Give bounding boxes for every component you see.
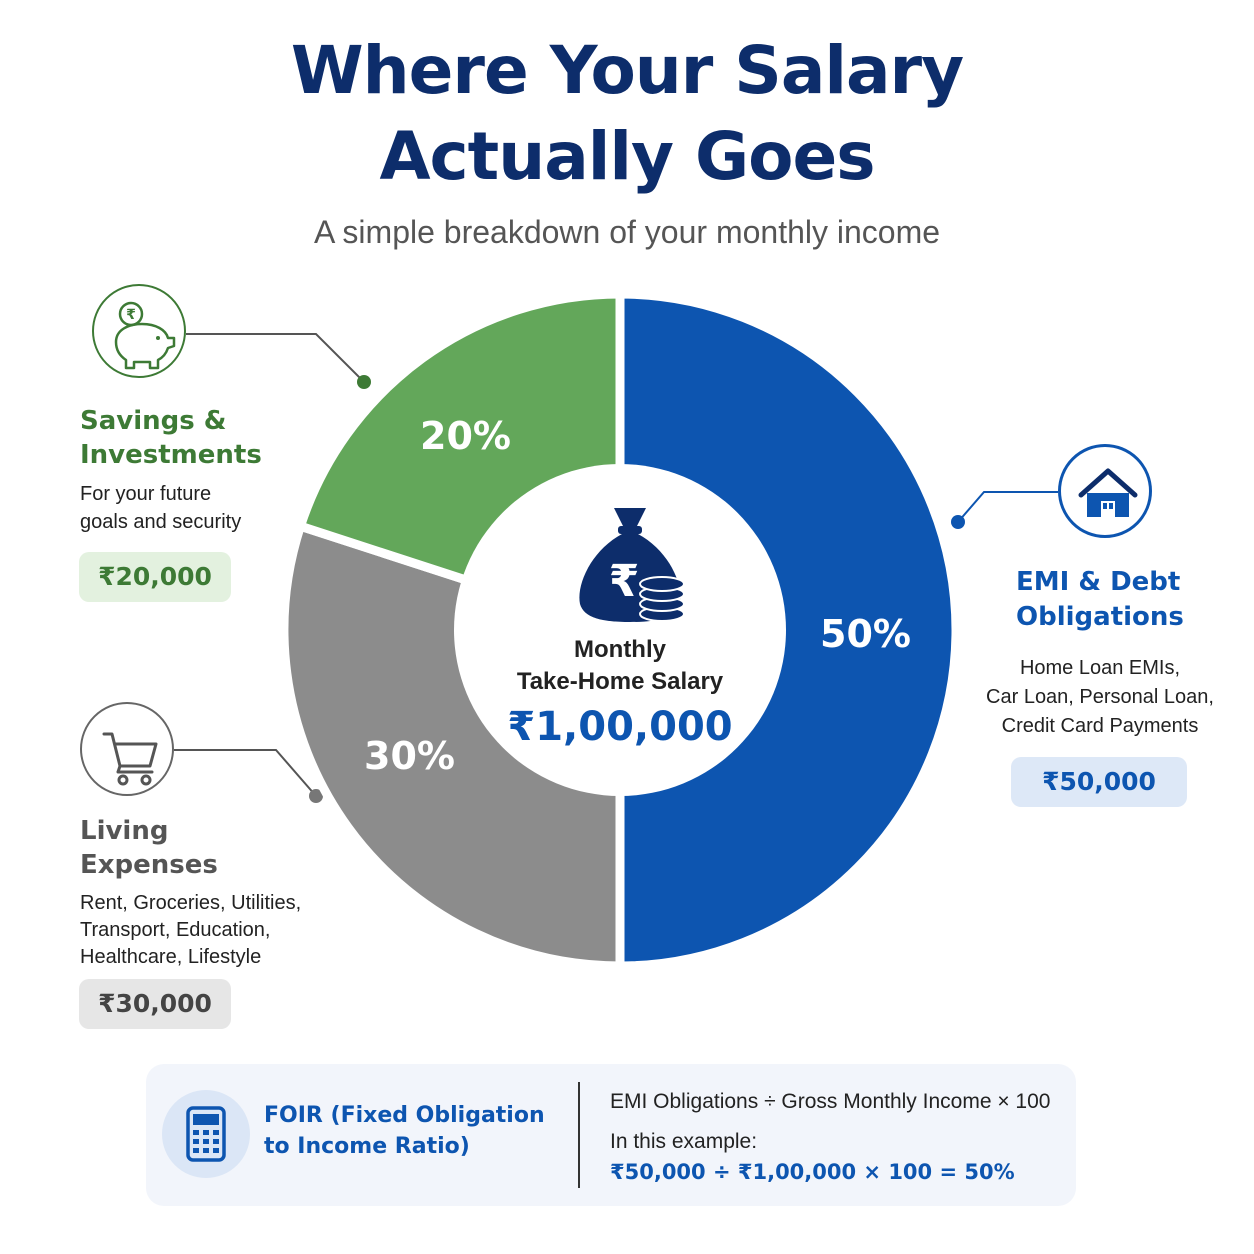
title-line-1: Where Your Salary [290, 32, 964, 109]
foir-formula: EMI Obligations ÷ Gross Monthly Income ×… [610, 1090, 1051, 1113]
center-label-line-2: Take-Home Salary [516, 668, 724, 695]
living-desc-line-1: Rent, Groceries, Utilities, [80, 892, 302, 914]
connector-savings [186, 333, 371, 389]
living-desc-line-2: Transport, Education, [80, 919, 271, 941]
emi-desc-line-1: Home Loan EMIs, [1019, 657, 1181, 679]
foir-example-result: ₹50,000 ÷ ₹1,00,000 × 100 = 50% [610, 1160, 1015, 1184]
connector-living [174, 749, 323, 803]
foir-box: FOIR (Fixed Obligation to Income Ratio) … [146, 1064, 1076, 1206]
foir-icon-circle [162, 1090, 250, 1178]
center-amount: ₹1,00,000 [507, 704, 733, 750]
emi-desc-line-2: Car Loan, Personal Loan, [986, 686, 1214, 708]
savings-desc-line-1: For your future [80, 483, 212, 505]
living-title-line-1: Living [80, 816, 169, 846]
center-label-line-1: Monthly [574, 636, 666, 663]
foir-example-label: In this example: [610, 1130, 758, 1153]
money-bag-icon: ₹ [579, 508, 685, 622]
living-desc-line-3: Healthcare, Lifestyle [80, 946, 262, 968]
emi-title-line-2: Obligations [1016, 602, 1184, 632]
title-line-2: Actually Goes [379, 118, 875, 195]
foir-divider [578, 1082, 580, 1188]
savings-desc-line-2: goals and security [80, 511, 242, 533]
savings-title-line-1: Savings & [80, 406, 227, 436]
emi-desc-line-3: Credit Card Payments [1001, 715, 1199, 737]
emi-title-line-1: EMI & Debt [1016, 567, 1181, 597]
foir-title-line-2: to Income Ratio) [264, 1134, 470, 1159]
slice-emi [615, 289, 961, 971]
living-amount-badge: ₹30,000 [79, 979, 231, 1029]
savings-title-line-2: Investments [80, 440, 262, 470]
svg-text:₹: ₹ [609, 556, 640, 607]
living-title-line-2: Expenses [80, 850, 218, 880]
slice-label-emi: 50% [820, 612, 911, 656]
piggy-bank-rupee-icon: ₹ [114, 301, 176, 370]
shopping-cart-icon [102, 732, 158, 786]
slice-label-savings: 20% [420, 414, 511, 458]
emi-amount-badge: ₹50,000 [1011, 757, 1187, 807]
connector-emi [951, 491, 1058, 529]
emi-icon-circle [1058, 444, 1152, 538]
slice-label-living: 30% [364, 734, 455, 778]
house-icon [1078, 468, 1138, 517]
calculator-icon [186, 1106, 226, 1162]
donut-hole [454, 464, 786, 796]
living-icon-circle [80, 702, 174, 796]
savings-icon-circle: ₹ [92, 284, 186, 378]
subtitle: A simple breakdown of your monthly incom… [313, 214, 941, 250]
savings-amount-badge: ₹20,000 [79, 552, 231, 602]
svg-text:₹: ₹ [126, 307, 136, 323]
foir-title-line-1: FOIR (Fixed Obligation [264, 1103, 545, 1128]
